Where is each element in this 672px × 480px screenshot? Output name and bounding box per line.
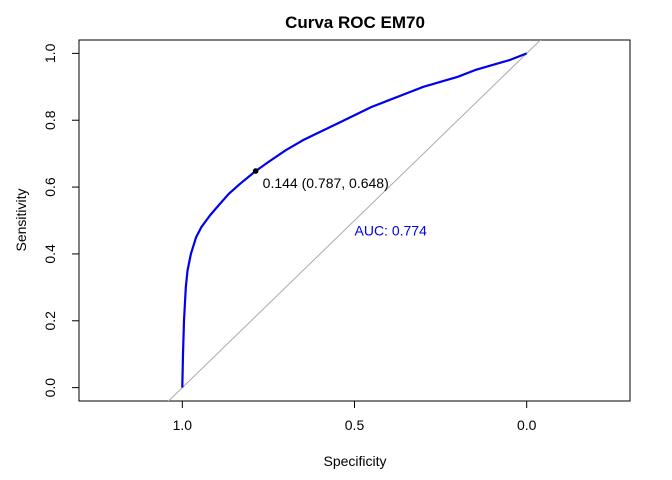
y-tick-label: 1.0 (42, 43, 58, 63)
reference-line (167, 40, 542, 401)
y-tick-label: 0.8 (42, 110, 58, 130)
x-axis-label: Specificity (323, 453, 386, 469)
y-axis-label: Sensitivity (13, 188, 29, 251)
y-tick-label: 0.0 (42, 378, 58, 398)
y-tick-label: 0.4 (42, 244, 58, 264)
x-tick-label: 1.0 (173, 417, 193, 433)
threshold-label: 0.144 (0.787, 0.648) (263, 175, 389, 191)
y-tick-label: 0.2 (42, 311, 58, 331)
y-tick-label: 0.6 (42, 177, 58, 197)
x-tick-label: 0.5 (345, 417, 365, 433)
x-tick-label: 0.0 (517, 417, 537, 433)
roc-curve (181, 52, 528, 388)
auc-label: AUC: 0.774 (355, 223, 428, 239)
threshold-point (252, 168, 259, 174)
chart-title: Curva ROC EM70 (285, 13, 425, 32)
